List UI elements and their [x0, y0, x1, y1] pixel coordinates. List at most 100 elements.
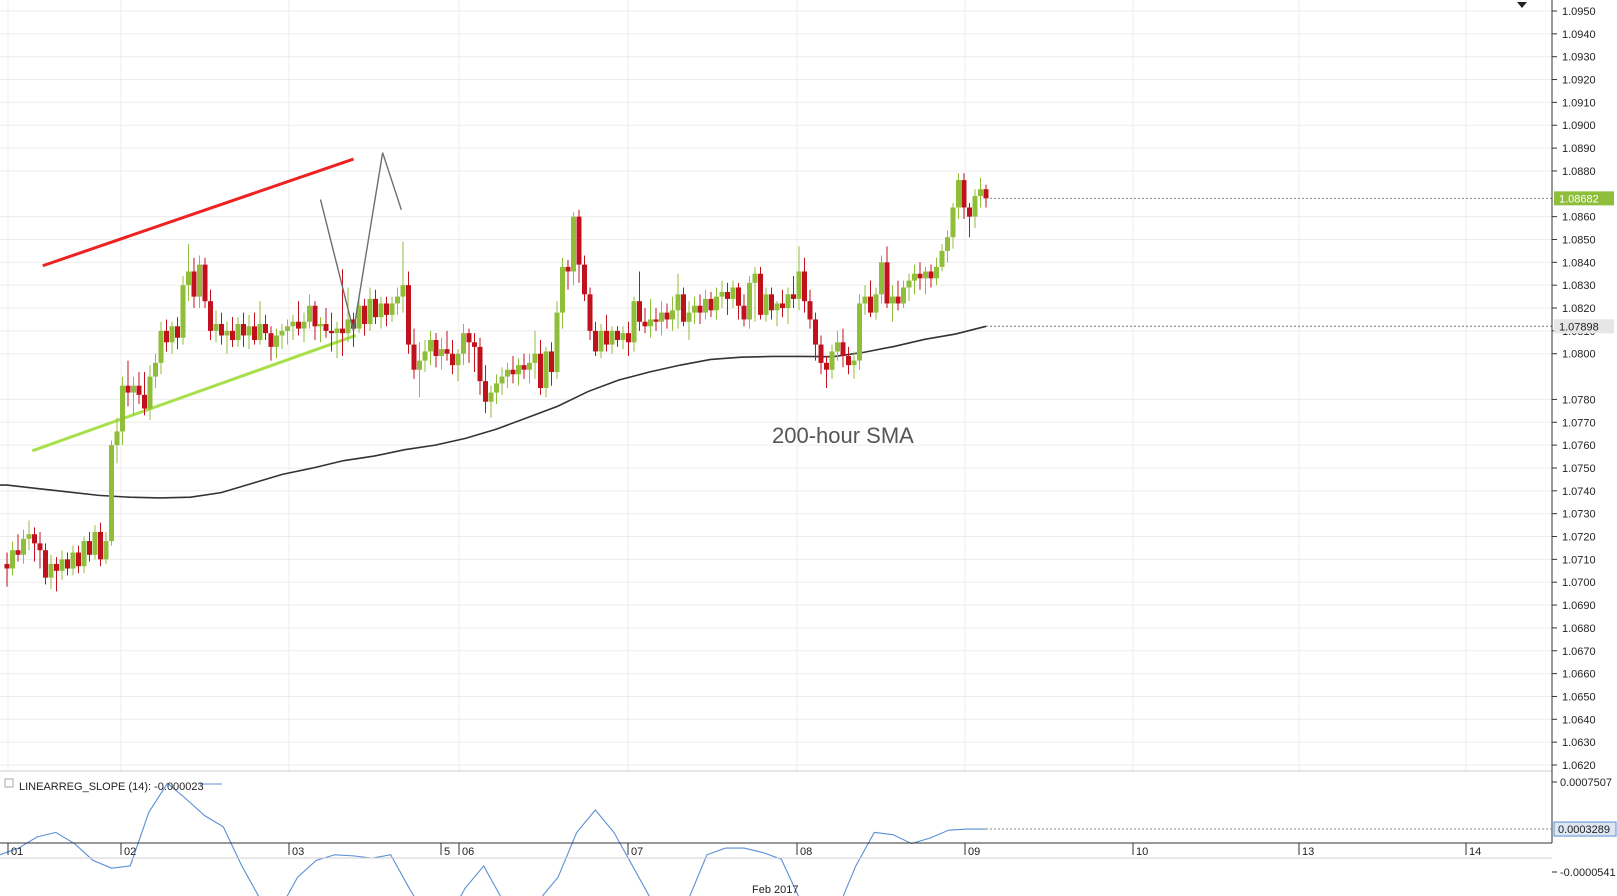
- candle-body: [466, 333, 472, 343]
- candle: [301, 312, 307, 343]
- candle-body: [153, 362, 158, 377]
- candle: [120, 376, 125, 446]
- candle: [774, 301, 780, 327]
- candle: [422, 340, 428, 373]
- candle-body: [329, 330, 334, 334]
- candle: [131, 376, 136, 416]
- candle: [477, 337, 483, 395]
- x-tick-label: 01: [11, 846, 23, 858]
- candle: [472, 333, 477, 373]
- indicator-settings-icon: [4, 778, 14, 788]
- candle-body: [136, 385, 142, 395]
- candle-body: [901, 287, 906, 304]
- candle: [48, 554, 54, 590]
- candle: [626, 321, 631, 357]
- candle: [202, 257, 208, 309]
- candle: [197, 255, 202, 309]
- candle: [263, 314, 268, 341]
- sma-value-tag: 1.07898: [1554, 319, 1614, 334]
- candle: [21, 529, 26, 564]
- candle-body: [362, 305, 367, 325]
- candle-body: [840, 342, 846, 357]
- candle: [532, 330, 538, 379]
- candle: [345, 287, 351, 343]
- y-tick-label: 1.0720: [1562, 532, 1596, 544]
- y-tick-label: 1.0680: [1562, 623, 1596, 635]
- candle-body: [868, 296, 873, 313]
- candle: [956, 173, 961, 219]
- candle-body: [543, 351, 549, 388]
- candle-body: [246, 326, 252, 336]
- y-tick-label: 1.0700: [1562, 577, 1596, 589]
- sma-annotation: 200-hour SMA: [772, 423, 914, 448]
- candle-body: [631, 301, 637, 343]
- candle: [637, 271, 642, 331]
- candle-body: [340, 328, 345, 334]
- candle-body: [400, 285, 406, 297]
- candle-body: [252, 326, 257, 341]
- candle-body: [763, 294, 769, 315]
- collapse-arrow-icon[interactable]: [1517, 2, 1527, 8]
- candle-body: [395, 296, 400, 304]
- candle-body: [692, 305, 697, 313]
- candle-body: [835, 342, 840, 352]
- y-tick-label: 1.0910: [1562, 97, 1596, 109]
- candle-body: [180, 285, 186, 338]
- candle-body: [164, 330, 169, 343]
- y-axis: 1.0950 1.0940 1.0930 1.0920 1.0910 1.0900 1.08…: [1551, 0, 1614, 843]
- candle-body: [730, 287, 736, 299]
- candle-body: [697, 305, 703, 313]
- candle-body: [175, 326, 180, 338]
- candle: [615, 326, 620, 347]
- candle: [505, 362, 510, 388]
- candle: [796, 246, 802, 311]
- candle-body: [241, 324, 246, 336]
- candle: [367, 287, 373, 331]
- x-tick-label: 06: [462, 846, 474, 858]
- y-tick-label: 1.0770: [1562, 417, 1596, 429]
- candle: [312, 301, 318, 341]
- last-price-tag: 1.08682: [1554, 191, 1614, 206]
- y-tick-label: 1.0820: [1562, 303, 1596, 315]
- candle-body: [719, 292, 725, 297]
- candle-body: [389, 303, 395, 315]
- candle: [142, 372, 147, 416]
- candle: [714, 287, 719, 320]
- candle: [824, 356, 829, 388]
- candle-body: [213, 324, 219, 331]
- y-tick-label: 1.0620: [1562, 760, 1596, 772]
- y-tick-label: 1.0690: [1562, 600, 1596, 612]
- candle: [868, 280, 873, 318]
- candle: [235, 317, 241, 347]
- candle-body: [323, 324, 329, 331]
- candle-body: [235, 324, 241, 341]
- candle-body: [373, 298, 378, 318]
- candle: [98, 522, 103, 567]
- candle: [791, 276, 796, 309]
- indicator-value-text: 0.0003289: [1558, 824, 1610, 836]
- candle: [928, 264, 934, 288]
- candle-body: [202, 264, 208, 302]
- candle: [428, 330, 433, 366]
- candle: [686, 301, 692, 341]
- candle: [164, 319, 169, 352]
- candle: [879, 255, 884, 304]
- candle-body: [103, 541, 109, 560]
- candle: [846, 346, 851, 375]
- last-price-tag-text: 1.08682: [1559, 193, 1599, 205]
- candle-body: [488, 392, 494, 402]
- candle: [439, 337, 444, 370]
- candle: [103, 531, 109, 564]
- candle: [186, 244, 191, 302]
- candle: [873, 287, 879, 320]
- candle: [334, 321, 340, 359]
- y-tick-label: 1.0850: [1562, 234, 1596, 246]
- y-tick-label: 1.0930: [1562, 52, 1596, 64]
- candle-body: [879, 262, 884, 295]
- candle: [4, 552, 10, 587]
- candle-body: [483, 381, 488, 402]
- candle: [670, 296, 675, 331]
- candle: [598, 324, 604, 359]
- candle-body: [48, 563, 54, 578]
- x-tick-label: 07: [631, 846, 643, 858]
